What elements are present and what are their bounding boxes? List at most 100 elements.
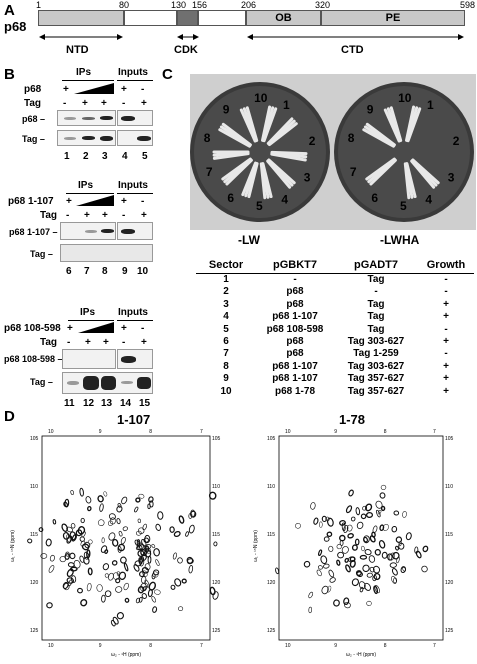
nmr-peak [295, 523, 301, 529]
y-tick-label: 115 [30, 532, 38, 538]
nmr-peak [69, 531, 77, 541]
domain-ob-label: OB [275, 12, 292, 24]
plate-lwha: 1 2 3 4 5 67 8 9 10 [334, 82, 474, 222]
nmr-peak [87, 567, 93, 576]
blot2-gradient-triangle [76, 195, 114, 206]
nmr-peak [134, 539, 140, 547]
plate-sector-number: 9 [367, 102, 374, 116]
region-ntd-label: NTD [66, 44, 89, 56]
nmr-peak [111, 560, 118, 566]
blot2-ips-underline [66, 193, 114, 194]
sector-table-grid: Sector pGBKT7 pGADT7 Growth 1- Tag -2 p68- -… [196, 259, 474, 398]
plate-sector-number: 6 [227, 191, 234, 205]
col-pgadt7: pGADT7 [354, 259, 398, 271]
sector-row: 8 p68 1-107 Tag 303-627 + [196, 361, 474, 373]
nmr-peak [359, 554, 368, 560]
panel-d-label: D [4, 408, 15, 425]
lane-8: 8 [102, 266, 108, 277]
blot2-input-strip [117, 222, 153, 240]
domain-linker2-bar [198, 10, 246, 26]
lane-7: 7 [84, 266, 90, 277]
nmr-peak [421, 565, 428, 573]
panel-b-label: B [4, 66, 15, 83]
nmr-peak [40, 553, 48, 559]
blot3-row2-label: Tag [40, 337, 58, 348]
y-tick-label: 125 [30, 628, 39, 634]
growth-cell: + [443, 360, 449, 372]
blot3-band [121, 381, 133, 384]
nmr-peak [356, 521, 364, 530]
blot1-r2-s2: + [82, 98, 88, 109]
blot1-r2-s5: + [141, 98, 147, 109]
y-tick-label: 120 [30, 580, 39, 586]
blot1-band [121, 116, 135, 121]
blot2-band [101, 229, 114, 233]
blot3-row1-label: p68 108-598 [4, 323, 61, 334]
region-ctd-label: CTD [341, 44, 364, 56]
nmr-peak [141, 567, 149, 574]
nmr-peak [350, 516, 356, 522]
nmr-peak [303, 560, 311, 568]
nmr-peak [336, 559, 341, 566]
blot2-r1-s4: + [121, 196, 127, 207]
blot3-header-inputs: Inputs [118, 307, 148, 318]
pgbkt7-cell: p68 [286, 348, 304, 360]
blot1-header-ips: IPs [76, 67, 92, 78]
growth-cell: + [443, 385, 449, 397]
nmr-peak [323, 536, 330, 542]
nmr-peak [170, 584, 176, 590]
pgadt7-cell: Tag 1-259 [353, 348, 399, 360]
yeast-streak [259, 162, 267, 200]
lane-15: 15 [139, 398, 151, 409]
yeast-streak [365, 157, 396, 181]
domain-pe-label: PE [385, 12, 401, 24]
blot3-band [137, 377, 151, 389]
nmr-peak [213, 541, 218, 547]
x-tick-label: 10 [48, 429, 54, 435]
y-tick-label: 120 [212, 580, 221, 586]
sector-row: 4 p68 1-107 Tag + [196, 311, 474, 323]
nmr-peak [208, 491, 217, 500]
y-tick-label: 110 [445, 484, 453, 490]
nmr-peak [351, 578, 360, 587]
spectrum2-y-label: ω₁ - ¹⁵N (ppm) [253, 530, 259, 562]
x-tick-label: 9 [334, 643, 337, 649]
nmr-peak [117, 545, 122, 553]
blot1-band-label-2: Tag – [22, 134, 45, 144]
x-tick-label: 7 [433, 643, 436, 649]
blot2-band [85, 230, 97, 233]
nmr-peak [148, 581, 157, 591]
nmr-peak [326, 531, 333, 538]
nmr-peak [86, 582, 92, 592]
x-tick-label: 8 [149, 429, 152, 435]
nmr-peak [368, 555, 376, 563]
nmr-peak [70, 523, 76, 529]
nmr-peak [70, 490, 74, 495]
blot2-r1-s1: + [66, 196, 72, 207]
blot2-band-label-1: p68 1-107 – [9, 227, 58, 237]
nmr-peak [99, 503, 104, 512]
sector-table: Sector pGBKT7 pGADT7 Growth 1- Tag -2 p68- -… [196, 259, 474, 398]
nmr-peak [328, 569, 335, 578]
plate-sector-number: 3 [304, 170, 311, 184]
pgbkt7-cell: p68 [286, 336, 304, 348]
blot1-r1-s4: + [121, 84, 127, 95]
plate-sector-number: 8 [204, 131, 211, 145]
nmr-peak [363, 536, 368, 543]
nmr-peak [366, 572, 373, 578]
blot1-r2-s3: + [101, 98, 107, 109]
nmr-peak [138, 557, 143, 565]
y-tick-label: 105 [267, 436, 276, 442]
sector-cell: 9 [223, 373, 229, 385]
nmr-peak [341, 546, 349, 554]
x-tick-label: 10 [285, 429, 291, 435]
blot3-r2-s4: - [122, 337, 126, 348]
yeast-streak [406, 107, 422, 143]
spectrum2-frame: ω₁ - ¹⁵N (ppm) ω₂ - ¹H (ppm) 10 10 9 9 8 8 7 7 1… [253, 429, 454, 658]
nmr-peak [139, 558, 145, 567]
plate-sector-number: 4 [425, 193, 432, 207]
nmr-peak [96, 584, 103, 592]
nmr-peak [341, 522, 346, 532]
nmr-peak [71, 575, 77, 583]
yeast-streak [266, 159, 292, 189]
